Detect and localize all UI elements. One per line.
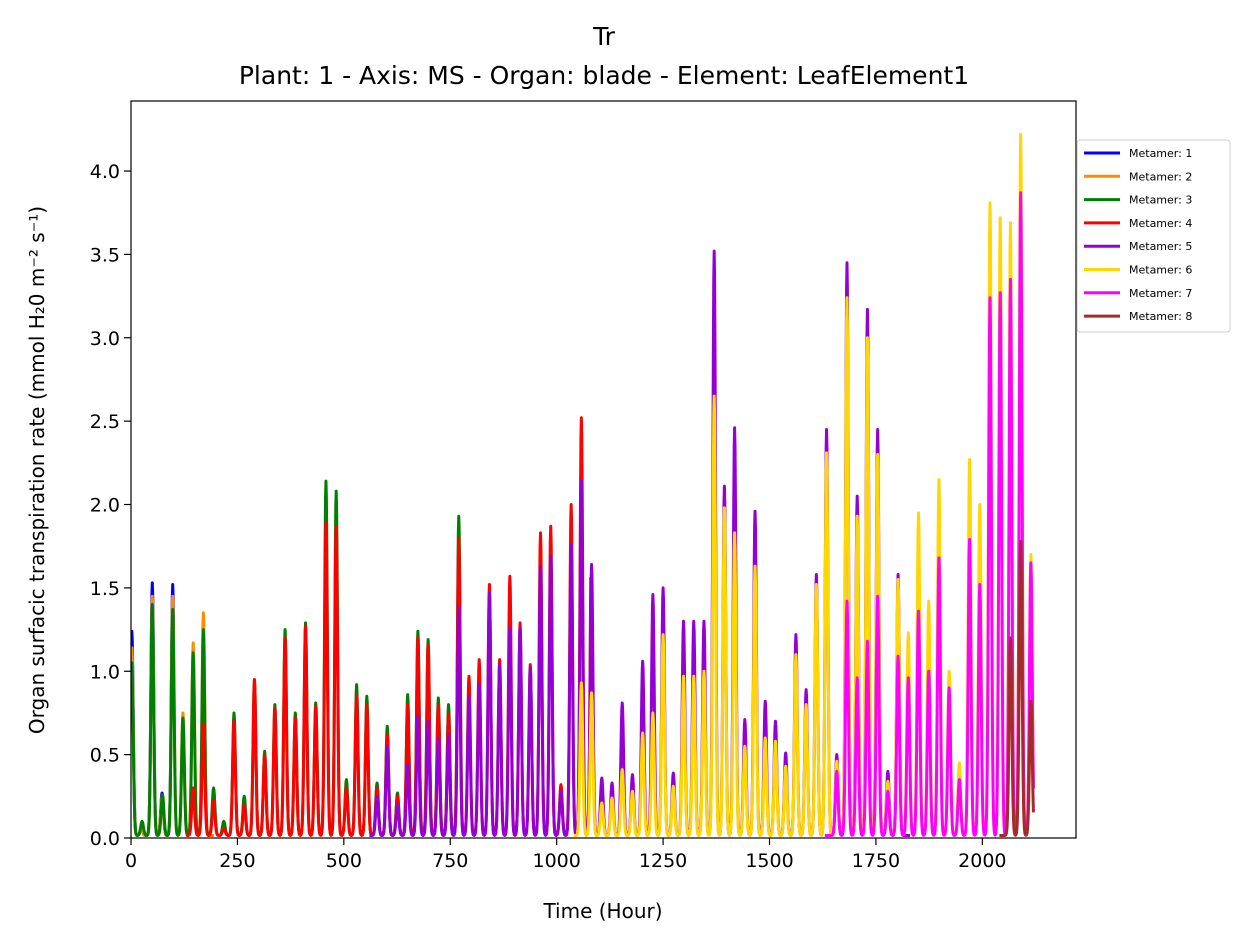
y-tick-label: 3.0 — [90, 328, 120, 350]
legend-label: Metamer: 5 — [1129, 240, 1192, 253]
x-axis-label: Time (Hour) — [542, 899, 662, 923]
series-line-metamer-7 — [823, 191, 1035, 837]
legend-label: Metamer: 2 — [1129, 170, 1192, 183]
y-tick-label: 0.0 — [90, 828, 120, 850]
x-tick-label: 0 — [125, 850, 137, 872]
y-tick-label: 2.5 — [90, 411, 120, 433]
legend: Metamer: 1 Metamer: 2 Metamer: 3 Metamer: 4… — [1076, 139, 1231, 333]
y-tick-label: 1.5 — [90, 578, 120, 600]
x-tick-label: 250 — [219, 850, 255, 872]
legend-label: Metamer: 3 — [1129, 194, 1192, 207]
x-tick-label: 1250 — [639, 850, 687, 872]
chart-title: Tr — [592, 22, 616, 51]
y-tick-label: 3.5 — [90, 244, 120, 266]
x-axis-ticks: 0 250 500 750 1000 1250 1500 1750 2000 — [125, 838, 1007, 872]
y-tick-label: 0.5 — [90, 745, 120, 767]
legend-label: Metamer: 7 — [1129, 287, 1192, 300]
y-tick-label: 4.0 — [90, 161, 120, 183]
legend-frame — [1076, 139, 1231, 333]
y-tick-label: 1.0 — [90, 661, 120, 683]
y-axis-label: Organ surfacic transpiration rate (mmol … — [25, 206, 49, 734]
legend-label: Metamer: 4 — [1129, 217, 1192, 230]
legend-label: Metamer: 8 — [1129, 310, 1192, 323]
series-layer — [131, 132, 1035, 837]
x-tick-label: 500 — [326, 850, 362, 872]
x-tick-label: 1500 — [745, 850, 793, 872]
x-tick-label: 2000 — [958, 850, 1006, 872]
legend-label: Metamer: 1 — [1129, 147, 1192, 160]
y-axis-ticks: 0.0 0.5 1.0 1.5 2.0 2.5 3.0 3.5 4.0 — [90, 161, 131, 850]
legend-label: Metamer: 6 — [1129, 264, 1192, 277]
series-line-metamer-8 — [998, 539, 1035, 837]
x-tick-label: 1750 — [852, 850, 900, 872]
plot-frame — [130, 100, 1077, 839]
chart-subtitle: Plant: 1 - Axis: MS - Organ: blade - Ele… — [239, 61, 969, 90]
x-tick-label: 1000 — [532, 850, 580, 872]
x-tick-label: 750 — [432, 850, 468, 872]
y-tick-label: 2.0 — [90, 495, 120, 517]
